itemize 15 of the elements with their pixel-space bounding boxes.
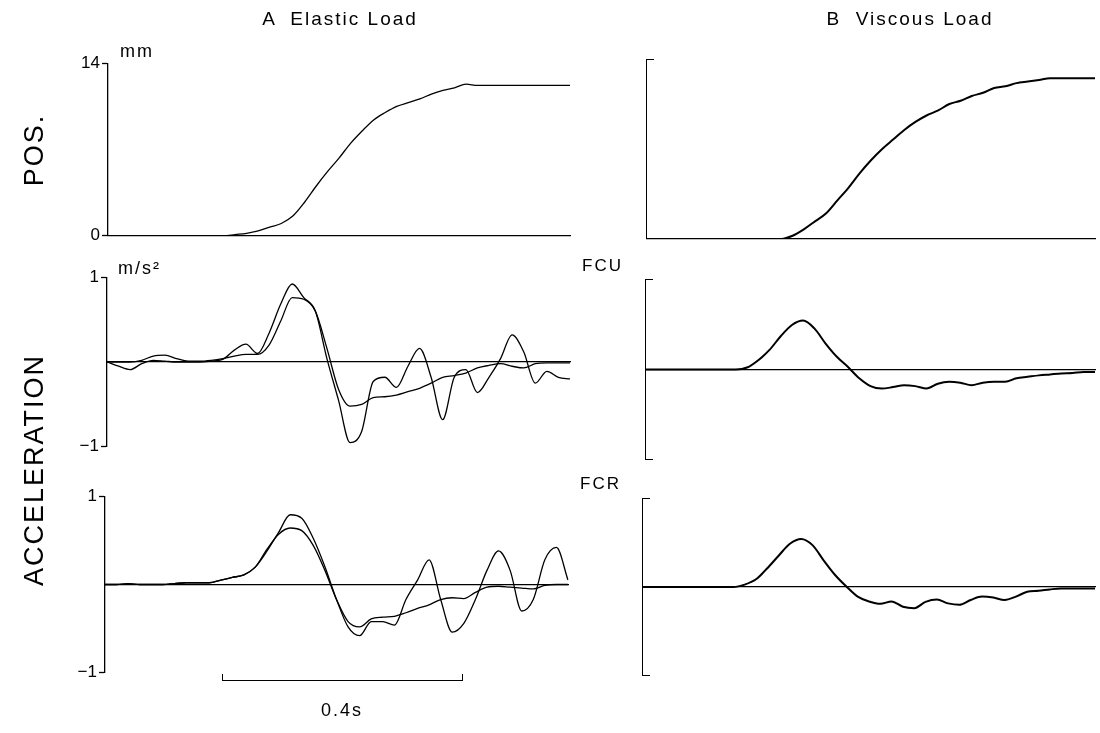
- y-axis-title: POS.: [19, 112, 50, 189]
- y-axis-title: FCU: [582, 256, 623, 276]
- chart-title: A Elastic Load: [261, 8, 419, 30]
- chart-title: B Viscous Load: [825, 8, 995, 30]
- y-tick-label: 1: [89, 266, 99, 286]
- annotation: m/s²: [118, 258, 161, 279]
- y-tick-label: −1: [79, 436, 99, 456]
- y-tick-label: 0: [90, 225, 100, 245]
- y-tick-label: 1: [87, 485, 97, 505]
- text: 0.4s: [320, 700, 364, 721]
- text: mm: [120, 41, 154, 62]
- y-axis-title: ACCELERATION: [19, 353, 50, 589]
- y-axis-title: FCR: [580, 474, 621, 494]
- y-tick-label: −1: [77, 662, 97, 682]
- y-tick-label: 14: [81, 52, 100, 72]
